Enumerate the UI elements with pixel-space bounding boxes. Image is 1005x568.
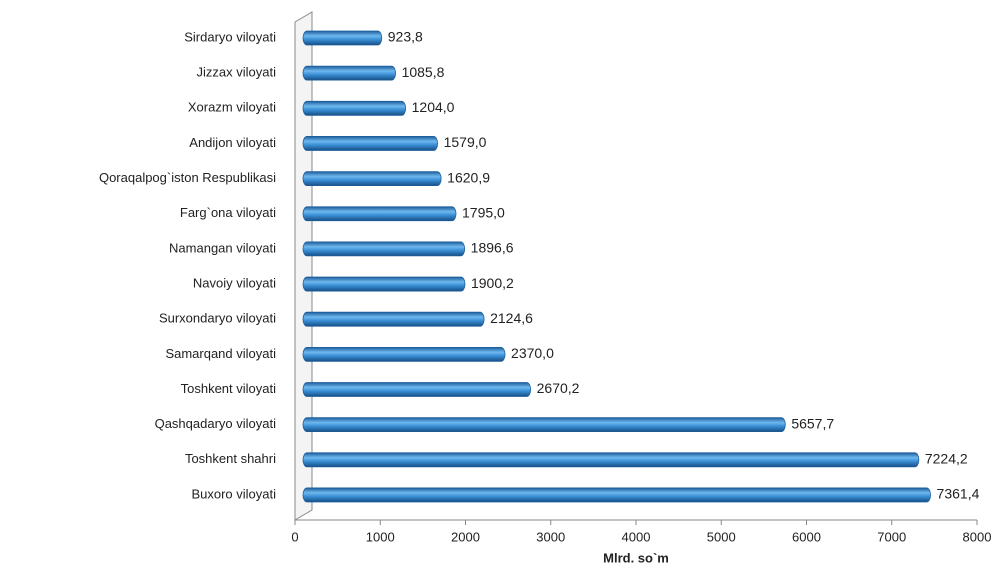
- x-tick-label: 5000: [707, 529, 736, 544]
- y-tick-label: Farg`ona viloyati: [180, 205, 276, 220]
- y-tick-label: Navoiy viloyati: [193, 275, 276, 290]
- bar: [302, 206, 457, 222]
- data-label: 1085,8: [402, 64, 445, 80]
- bar: [302, 346, 506, 362]
- data-label: 5657,7: [791, 415, 834, 431]
- data-label: 1579,0: [444, 134, 487, 150]
- bar: [302, 30, 383, 46]
- y-tick-label: Toshkent viloyati: [181, 381, 276, 396]
- bar: [302, 100, 407, 116]
- y-tick-label: Sirdaryo viloyati: [184, 29, 276, 44]
- y-tick-label: Qoraqalpog`iston Respublikasi: [99, 170, 276, 185]
- data-label: 2370,0: [511, 345, 554, 361]
- bar: [302, 311, 485, 327]
- data-label: 2670,2: [537, 380, 580, 396]
- y-tick-label: Andijon viloyati: [189, 135, 276, 150]
- y-tick-label: Buxoro viloyati: [191, 486, 276, 501]
- bar: [302, 241, 466, 257]
- x-tick-label: 8000: [963, 529, 992, 544]
- data-label: 7361,4: [937, 486, 980, 502]
- data-label: 7224,2: [925, 451, 968, 467]
- bar: [302, 276, 466, 292]
- data-label: 1900,2: [471, 275, 514, 291]
- x-tick-label: 2000: [451, 529, 480, 544]
- bar: [302, 171, 442, 187]
- bar: [302, 417, 786, 433]
- x-tick-label: 6000: [792, 529, 821, 544]
- y-tick-label: Jizzax viloyati: [197, 65, 277, 80]
- bar: [302, 487, 931, 503]
- bar: [302, 452, 920, 468]
- data-label: 1896,6: [471, 240, 514, 256]
- y-tick-label: Xorazm viloyati: [188, 100, 276, 115]
- y-tick-label: Qashqadaryo viloyati: [155, 416, 277, 431]
- bar: [302, 65, 396, 81]
- y-tick-label: Surxondaryo viloyati: [159, 311, 276, 326]
- x-tick-label: 0: [291, 529, 298, 544]
- data-label: 2124,6: [490, 310, 533, 326]
- bar: [302, 382, 532, 397]
- plot-wall: [294, 11, 977, 521]
- data-label: 923,8: [388, 29, 423, 45]
- bar: [302, 136, 439, 151]
- x-axis-label: Mlrd. so`m: [603, 550, 669, 565]
- x-tick-label: 3000: [536, 529, 565, 544]
- data-label: 1795,0: [462, 204, 505, 220]
- y-tick-label: Toshkent shahri: [185, 451, 276, 466]
- x-tick-label: 1000: [366, 529, 395, 544]
- y-tick-label: Samarqand viloyati: [165, 346, 276, 361]
- x-tick-label: 7000: [877, 529, 906, 544]
- data-label: 1620,9: [447, 169, 490, 185]
- data-label: 1204,0: [412, 99, 455, 115]
- y-tick-label: Namangan viloyati: [169, 240, 276, 255]
- x-tick-label: 4000: [622, 529, 651, 544]
